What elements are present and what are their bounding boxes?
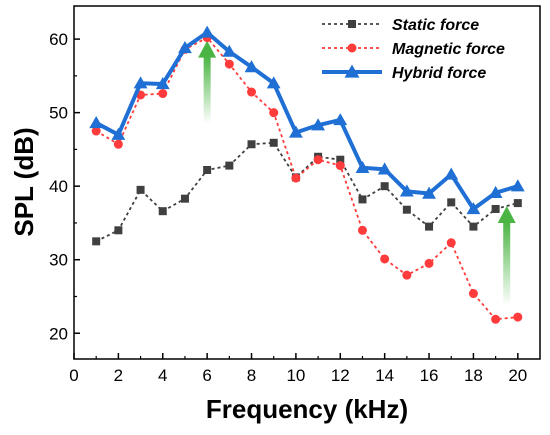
data-point (513, 312, 523, 322)
data-point (424, 258, 434, 268)
data-point (269, 108, 279, 118)
data-point (380, 182, 389, 191)
x-tick-label: 2 (114, 366, 123, 385)
x-axis-title: Frequency (kHz) (206, 394, 408, 424)
y-tick-label: 20 (49, 324, 68, 343)
data-point (444, 167, 459, 180)
data-point (357, 225, 367, 235)
data-point (224, 59, 234, 69)
data-point (178, 41, 192, 54)
legend-item-hybrid-force: Hybrid force (322, 64, 486, 82)
data-point (180, 194, 189, 203)
data-point (155, 77, 170, 90)
data-point (158, 207, 167, 216)
legend-item-static-force: Static force (322, 17, 479, 34)
data-point (355, 160, 370, 173)
data-point (247, 140, 256, 149)
x-tick-label: 10 (286, 366, 305, 385)
legend-item-magnetic-force: Magnetic force (322, 41, 505, 58)
data-point (111, 127, 126, 140)
x-tick-label: 4 (158, 366, 167, 385)
green-arrow-1 (198, 40, 217, 124)
x-tick-label: 14 (375, 366, 394, 385)
legend-marker (347, 43, 357, 53)
data-point (266, 76, 281, 89)
data-point (491, 204, 500, 213)
data-point (510, 179, 525, 192)
x-tick-label: 0 (69, 366, 78, 385)
data-point (158, 89, 168, 99)
y-tick-label: 60 (49, 30, 68, 49)
data-point (425, 222, 434, 231)
x-tick-label: 16 (420, 366, 439, 385)
data-point (269, 138, 278, 147)
legend-marker (344, 64, 360, 78)
green-arrow-2 (497, 206, 516, 306)
data-point (313, 155, 323, 165)
data-point (402, 270, 412, 280)
x-tick-label: 8 (247, 366, 256, 385)
data-point (446, 238, 456, 248)
data-point (333, 113, 348, 126)
plot-frame (73, 5, 541, 360)
x-tick-label: 12 (331, 366, 350, 385)
x-tick-label: 18 (464, 366, 483, 385)
data-point (377, 162, 392, 175)
data-point (399, 184, 414, 197)
data-point (469, 222, 478, 231)
data-point (447, 198, 456, 207)
data-point (114, 226, 123, 235)
y-tick-label: 40 (49, 177, 68, 196)
data-point (133, 76, 148, 89)
data-point (488, 185, 503, 198)
y-axis-title: SPL (dB) (9, 127, 39, 236)
data-point (247, 87, 257, 97)
y-tick-label: 30 (49, 251, 68, 270)
data-point (203, 165, 212, 174)
legend-marker (348, 20, 356, 28)
series-hybrid-force (89, 25, 525, 215)
data-point (113, 139, 123, 149)
data-point (225, 161, 234, 170)
legend-label: Static force (392, 17, 479, 34)
data-point (491, 314, 501, 324)
data-point (402, 205, 411, 214)
data-point (335, 161, 345, 171)
data-point (466, 202, 481, 215)
data-point (422, 186, 436, 199)
data-point (89, 116, 104, 129)
legend-label: Magnetic force (392, 41, 505, 58)
data-point (91, 126, 101, 136)
data-point (468, 289, 478, 299)
data-point (289, 125, 303, 138)
x-tick-label: 20 (508, 366, 527, 385)
data-point (358, 195, 367, 204)
y-tick-label: 50 (49, 104, 68, 123)
x-tick-label: 6 (202, 366, 211, 385)
data-point (136, 185, 145, 194)
data-point (513, 199, 522, 208)
data-point (92, 237, 101, 246)
series-line-static-force (95, 141, 519, 243)
series-static-force (92, 138, 522, 246)
data-point (222, 44, 237, 57)
data-point (311, 118, 325, 131)
data-point (291, 173, 301, 183)
data-point (336, 155, 345, 164)
data-point (380, 254, 390, 264)
data-point (244, 60, 259, 73)
legend-label: Hybrid force (392, 65, 486, 82)
series-line-hybrid-force (95, 30, 519, 211)
data-point (200, 25, 215, 38)
